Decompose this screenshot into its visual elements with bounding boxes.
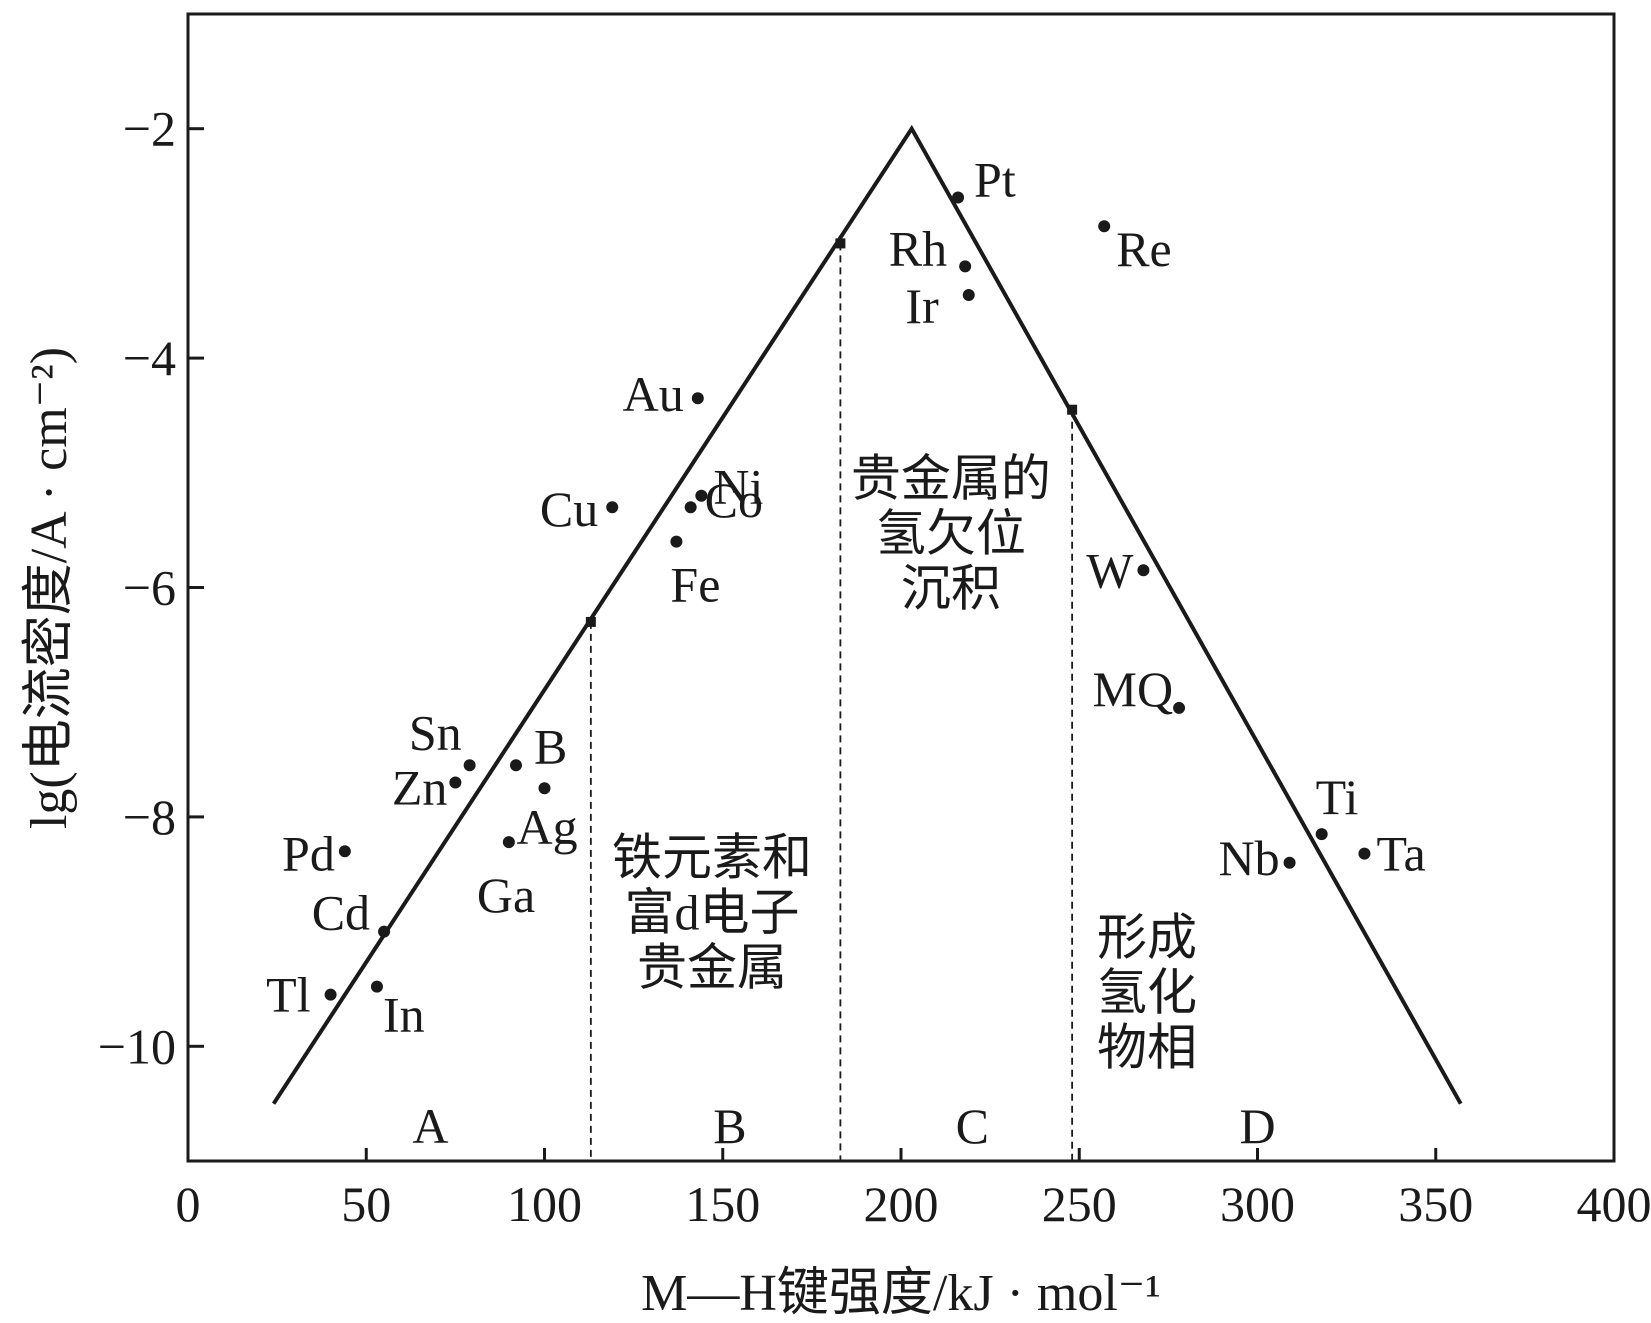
region-text-b: 贵金属	[637, 939, 787, 995]
data-point-ti	[1315, 828, 1328, 841]
data-point-ag	[538, 782, 551, 795]
data-label-fe: Fe	[670, 557, 720, 613]
x-tick-label: 300	[1220, 1176, 1295, 1232]
data-label-pd: Pd	[282, 825, 335, 881]
data-point-in	[370, 980, 383, 993]
y-tick-label: −10	[98, 1018, 176, 1074]
data-label-ag: Ag	[517, 799, 578, 855]
region-letter-c: C	[956, 1098, 989, 1154]
data-point-pd	[338, 845, 351, 858]
data-point-co	[684, 501, 697, 514]
data-point-zn	[449, 776, 462, 789]
data-point-pt	[952, 191, 965, 204]
region-text-b: 铁元素和	[612, 829, 812, 885]
data-point-ta	[1358, 847, 1371, 860]
y-tick-label: −8	[123, 789, 176, 845]
data-point-cd	[378, 925, 391, 938]
data-label-zn: Zn	[392, 759, 448, 815]
data-point-rh	[959, 260, 972, 273]
data-point-b	[509, 759, 522, 772]
y-tick-label: −4	[123, 330, 176, 386]
region-letter-d: D	[1239, 1098, 1275, 1154]
x-tick-label: 50	[341, 1176, 391, 1232]
data-point-w	[1137, 564, 1150, 577]
data-point-sn	[463, 759, 476, 772]
x-axis-title: M—H键强度/kJ · mol⁻¹	[641, 1265, 1161, 1322]
data-point-ni	[695, 489, 708, 502]
data-label-ga: Ga	[477, 867, 535, 923]
x-tick-label: 150	[685, 1176, 760, 1232]
x-tick-label: 200	[864, 1176, 939, 1232]
y-axis: −10 −8 −6 −4 −2	[98, 101, 204, 1074]
y-axis-title-text: lg(电流密度/A · cm⁻²)	[21, 347, 78, 829]
data-point-au	[691, 392, 704, 405]
data-label-cd: Cd	[312, 885, 370, 941]
region-text-d: 物相	[1097, 1020, 1197, 1076]
x-tick-label: 350	[1398, 1176, 1473, 1232]
x-axis-title-text: M—H键强度/kJ · mol⁻¹	[641, 1265, 1161, 1322]
data-label-au: Au	[623, 366, 684, 422]
x-tick-label: 400	[1577, 1176, 1651, 1232]
y-tick-label: −6	[123, 560, 176, 616]
data-label-co: Co	[705, 472, 763, 528]
data-label-sn: Sn	[409, 704, 462, 760]
data-label-b: B	[534, 718, 567, 774]
data-label-ta: Ta	[1376, 826, 1425, 882]
region-text-c: 贵金属的	[851, 451, 1051, 507]
y-tick-label: −2	[123, 101, 176, 157]
region-letter-a: A	[412, 1098, 448, 1154]
region-text-c: 氢欠位	[876, 506, 1026, 562]
data-point-ga	[502, 836, 515, 849]
region-boundary-marker	[835, 238, 846, 249]
data-point-nb	[1283, 856, 1296, 869]
data-label-re: Re	[1116, 221, 1172, 277]
data-label-pt: Pt	[974, 152, 1016, 208]
data-label-rh: Rh	[889, 220, 947, 276]
data-point-mq	[1173, 701, 1186, 714]
data-point-fe	[670, 535, 683, 548]
region-text-b: 富d电子	[625, 884, 800, 940]
data-label-mq: MQ	[1092, 661, 1173, 717]
data-point-re	[1098, 220, 1111, 233]
x-axis: 0 50 100 150 200 250 300 350 400	[176, 1148, 1651, 1232]
region-text-c: 沉积	[901, 561, 1001, 617]
data-label-ni: Ni	[713, 459, 763, 515]
data-label-tl: Tl	[266, 967, 310, 1023]
data-point-tl	[324, 988, 337, 1001]
data-label-ti: Ti	[1316, 769, 1359, 825]
data-label-ir: Ir	[905, 278, 939, 334]
data-point-ir	[962, 289, 975, 302]
region-letter-b: B	[713, 1098, 746, 1154]
x-tick-label: 250	[1042, 1176, 1117, 1232]
data-label-cu: Cu	[540, 481, 598, 537]
data-label-in: In	[383, 987, 425, 1043]
data-point-cu	[606, 501, 619, 514]
data-label-w: W	[1086, 542, 1134, 598]
x-tick-label: 100	[507, 1176, 582, 1232]
region-text-d: 氢化	[1097, 965, 1197, 1021]
data-label-nb: Nb	[1218, 830, 1279, 886]
region-text-d: 形成	[1097, 910, 1197, 966]
volcano-line	[271, 124, 1463, 1105]
x-tick-label: 0	[176, 1176, 201, 1232]
y-axis-title: lg(电流密度/A · cm⁻²)	[21, 347, 78, 829]
